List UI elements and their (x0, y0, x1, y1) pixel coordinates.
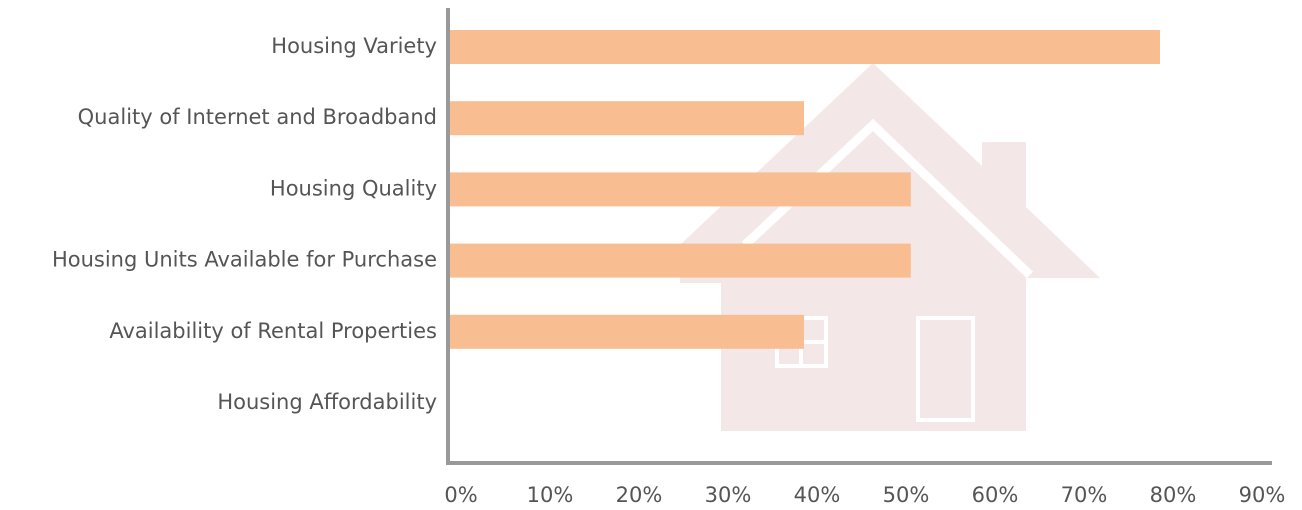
category-label: Housing Quality (270, 176, 437, 200)
category-label: Housing Variety (271, 34, 437, 58)
x-tick-label: 60% (972, 483, 1019, 507)
x-tick-label: 90% (1239, 483, 1286, 507)
category-label: Quality of Internet and Broadband (78, 105, 437, 129)
x-tick-label: 30% (705, 483, 752, 507)
x-tick-label: 80% (1150, 483, 1197, 507)
bar (448, 243, 911, 278)
bar (448, 101, 804, 136)
x-tick-label: 50% (883, 483, 930, 507)
x-tick-label: 40% (794, 483, 841, 507)
x-tick-label: 0% (444, 483, 477, 507)
category-label: Availability of Rental Properties (109, 319, 437, 343)
x-tick-label: 20% (616, 483, 663, 507)
bar (448, 172, 911, 207)
bar (448, 314, 804, 349)
category-label: Housing Affordability (217, 390, 437, 414)
x-tick-label: 70% (1061, 483, 1108, 507)
bar (448, 30, 1160, 64)
x-tick-label: 10% (527, 483, 574, 507)
category-label: Housing Units Available for Purchase (52, 248, 437, 272)
